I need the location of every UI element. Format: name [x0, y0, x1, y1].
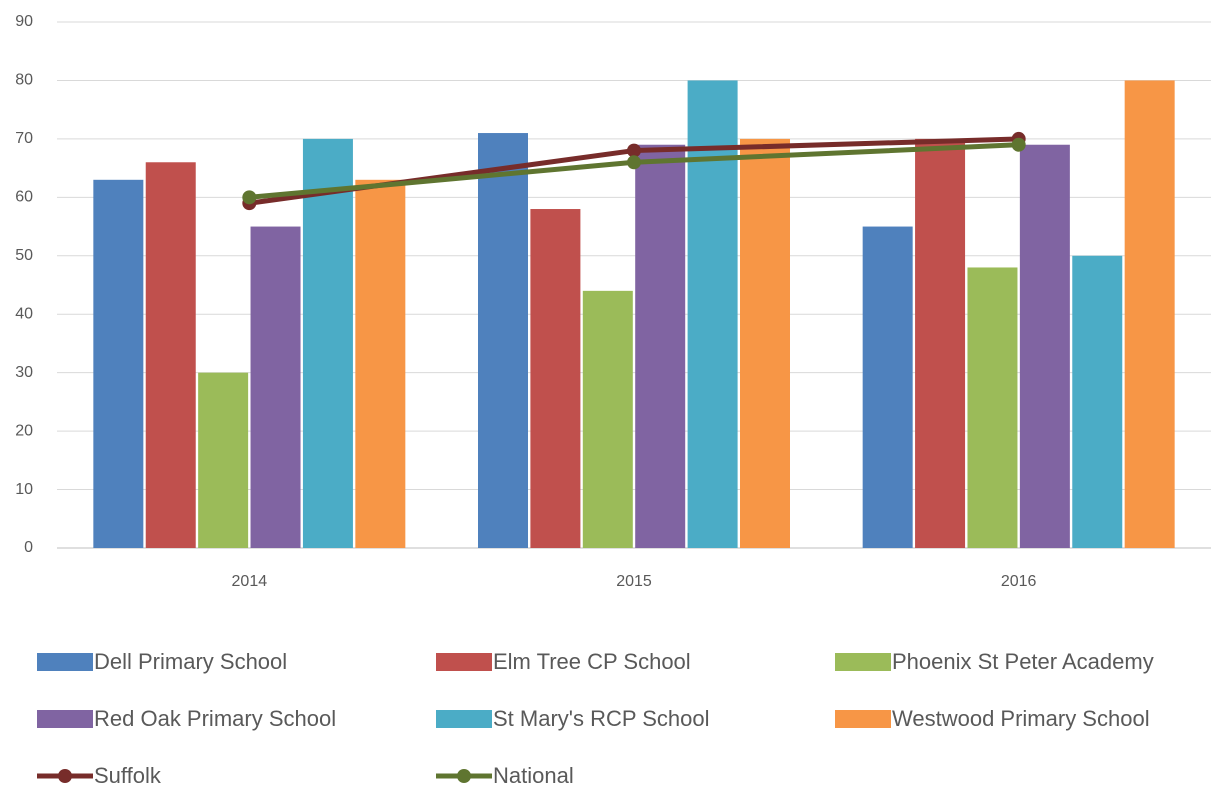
legend-label: Suffolk: [94, 763, 162, 788]
legend-swatch: [835, 710, 891, 728]
legend-swatch: [436, 653, 492, 671]
bar: [302, 138, 353, 548]
bar: [1019, 144, 1070, 548]
legend-label: Dell Primary School: [94, 649, 287, 674]
y-tick-label: 60: [15, 189, 33, 206]
legend-label: Westwood Primary School: [892, 706, 1150, 731]
y-tick-label: 90: [15, 13, 33, 30]
y-tick-label: 30: [15, 364, 33, 381]
x-tick-label: 2014: [232, 573, 268, 590]
legend-label: St Mary's RCP School: [493, 706, 710, 731]
legend-label: National: [493, 763, 574, 788]
bar: [250, 226, 301, 549]
legend-label: Phoenix St Peter Academy: [892, 649, 1154, 674]
legend-swatch: [436, 710, 492, 728]
line-marker: [627, 143, 641, 158]
y-tick-label: 40: [15, 305, 33, 322]
legend-swatch: [37, 710, 93, 728]
bar: [740, 138, 790, 548]
bar: [478, 133, 528, 549]
bar: [862, 226, 913, 549]
bar: [582, 290, 633, 548]
legend-label: Elm Tree CP School: [493, 649, 691, 674]
y-tick-label: 80: [15, 72, 33, 89]
legend-swatch: [457, 769, 471, 783]
y-tick-label: 20: [15, 422, 33, 439]
y-tick-label: 50: [15, 247, 33, 264]
bar: [635, 144, 686, 548]
bar: [1124, 80, 1175, 548]
bar: [355, 179, 406, 549]
bar: [530, 209, 581, 548]
legend-swatch: [37, 653, 93, 671]
x-tick-label: 2015: [616, 573, 652, 590]
bar: [145, 162, 196, 548]
y-tick-label: 0: [24, 539, 33, 556]
legend-swatch: [58, 769, 72, 783]
legend-swatch: [835, 653, 891, 671]
y-tick-label: 10: [15, 481, 33, 498]
bar: [198, 372, 249, 548]
bar: [93, 179, 144, 549]
legend-label: Red Oak Primary School: [94, 706, 336, 731]
y-tick-label: 70: [15, 130, 33, 147]
line-marker: [242, 190, 257, 205]
line-marker: [627, 155, 641, 170]
line-marker: [1011, 137, 1026, 152]
x-tick-label: 2016: [1001, 573, 1037, 590]
bar: [967, 267, 1018, 548]
bar: [1072, 255, 1123, 548]
bar: [915, 138, 966, 548]
